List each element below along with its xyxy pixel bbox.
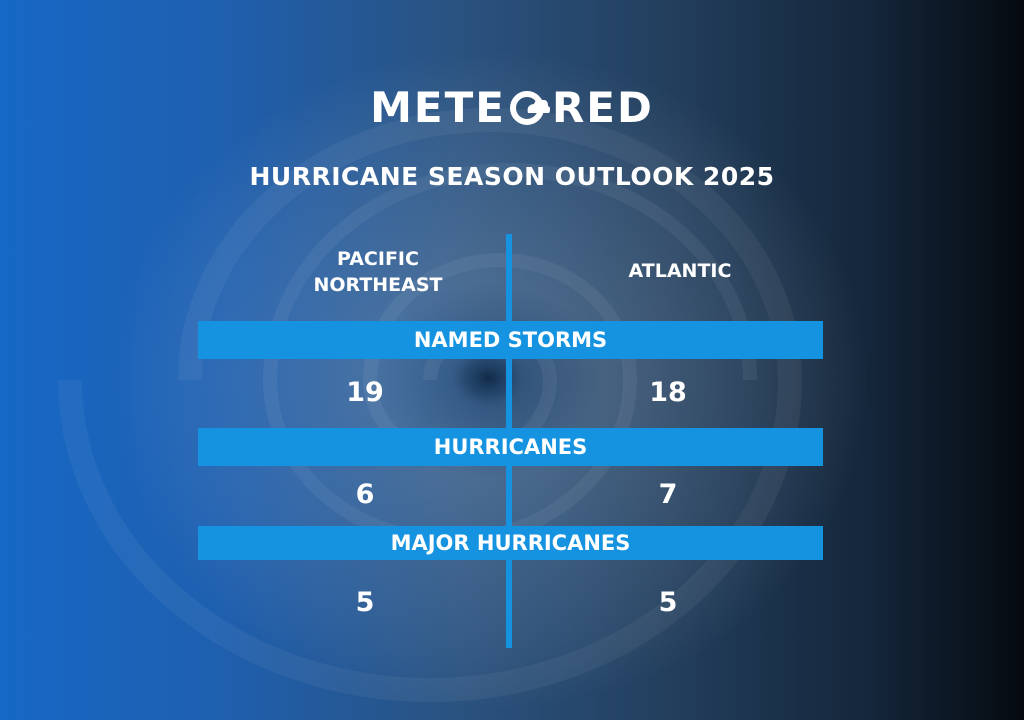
value-pacific-hurricanes: 6 xyxy=(355,479,375,510)
value-atlantic-named-storms: 18 xyxy=(649,377,687,408)
value-pacific-named-storms: 19 xyxy=(346,377,384,408)
page-title: HURRICANE SEASON OUTLOOK 2025 xyxy=(249,162,775,191)
value-atlantic-major-hurricanes: 5 xyxy=(658,587,678,618)
spiral-band xyxy=(262,163,757,547)
value-atlantic-hurricanes: 7 xyxy=(658,479,678,510)
value-pacific-major-hurricanes: 5 xyxy=(355,587,375,618)
column-header-atlantic: ATLANTIC xyxy=(628,260,732,282)
category-band-hurricanes: HURRICANES xyxy=(198,428,823,466)
logo-text-before: METE xyxy=(370,83,506,132)
meteored-logo: METE RED xyxy=(0,84,1024,132)
category-band-major-hurricanes: MAJOR HURRICANES xyxy=(198,526,823,560)
category-band-named-storms: NAMED STORMS xyxy=(198,321,823,359)
outer-spiral-band xyxy=(58,108,803,702)
cloud-o-icon xyxy=(509,90,550,125)
column-header-pacific: PACIFIC NORTHEAST xyxy=(313,248,443,296)
logo-text-after: RED xyxy=(551,83,654,132)
